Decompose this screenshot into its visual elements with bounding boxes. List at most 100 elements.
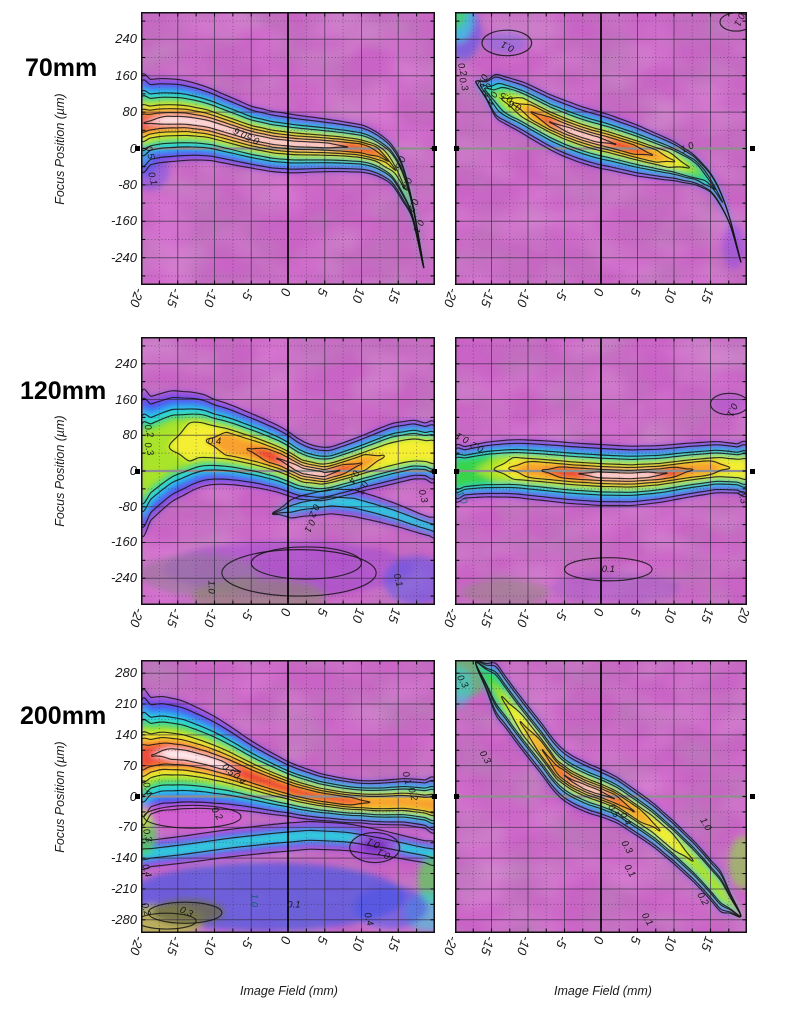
x-tick-label: -15 (477, 934, 498, 957)
zero-line-marker (454, 146, 459, 151)
x-tick-label: -20 (126, 286, 147, 309)
x-tick-label: 0 (590, 934, 607, 946)
x-tick-label: -10 (513, 286, 534, 309)
x-tick-label: 0 (277, 606, 294, 618)
y-tick-label: 160 (115, 67, 137, 83)
contour-level-label: 0.3 (178, 904, 195, 920)
x-tick-label: -20 (440, 934, 461, 957)
x-tick-label: -20 (126, 606, 147, 629)
y-tick-label: -80 (118, 498, 137, 514)
x-tick-label: -15 (163, 286, 184, 309)
contour-level-label: 0.2 (474, 72, 490, 89)
contour-level-label: 0.2 (405, 786, 419, 802)
contour-level-label: 1.0 (206, 580, 217, 594)
y-tick-label: 70 (122, 757, 137, 773)
x-tick-label: 5 (314, 286, 331, 298)
contour-level-label: 0.1 (724, 401, 740, 418)
contour-level-label: 0.3 (735, 489, 747, 505)
contour-level-label: 0.1 (391, 572, 405, 588)
x-tick-label: -5 (552, 606, 571, 622)
y-tick-label: 240 (115, 355, 137, 371)
y-tick-label: -280 (110, 911, 137, 927)
x-tick-label: -10 (200, 286, 221, 309)
y-axis-title: Focus Position (µm) (53, 415, 67, 527)
contour-level-label: 0.1 (287, 900, 300, 911)
contour-level-label: 0.2 (468, 438, 485, 454)
y-tick-label: 210 (115, 696, 137, 712)
contour-plot-200mm-right: 0.30.30.50.4 1.00.30.10.20.1 (455, 660, 747, 933)
x-tick-label-partial: 20 (734, 606, 753, 625)
contour-level-label: 0.2 (141, 902, 153, 918)
x-tick-label: -5 (552, 286, 571, 302)
contour-level-label: 0.3 (141, 828, 154, 844)
x-tick-label: -5 (239, 286, 258, 302)
x-axis-title-right: Image Field (mm) (554, 984, 652, 998)
x-tick-label: 5 (314, 606, 331, 618)
y-tick-label: -240 (110, 249, 137, 265)
x-tick-label: -20 (440, 286, 461, 309)
x-tick-label: -20 (126, 934, 147, 957)
zero-line-marker (134, 794, 140, 799)
x-tick-label: 0 (590, 286, 607, 298)
contour-level-label: 0.1 (302, 517, 318, 534)
zero-line-marker (749, 794, 755, 799)
y-tick-label: 0 (129, 788, 137, 804)
contour-level-label: 0.3 (354, 479, 370, 496)
x-tick-label: -5 (552, 934, 571, 950)
y-tick-label: 0 (129, 463, 137, 478)
y-tick-label: -240 (110, 570, 137, 586)
contour-level-label: 0.1 (145, 171, 159, 187)
x-tick-label: 5 (626, 286, 644, 298)
zero-line-marker (134, 146, 140, 151)
contour-level-label: 0.6 (392, 154, 408, 171)
zero-line-marker (432, 468, 437, 474)
contour-level-label: 0.2 (455, 62, 469, 78)
x-tick-label: 0 (277, 934, 294, 946)
zero-line-marker (454, 794, 459, 799)
row-label-70mm: 70mm (25, 54, 98, 82)
contour-plot-200mm-left: 0.40.50.40.20.30.40.2 0.31.0 0.10.10.20.10… (141, 660, 435, 933)
y-tick-label: 0 (129, 140, 137, 156)
x-tick-label: 10 (348, 934, 368, 953)
zero-line-marker (432, 794, 437, 799)
contour-level-label: 0.4 (208, 436, 221, 447)
zero-line-marker (749, 468, 755, 474)
y-tick-label: 80 (122, 427, 137, 443)
x-tick-label: 10 (348, 286, 368, 305)
contour-level-label: 0.5 (142, 145, 156, 161)
contour-level-label: 0.1 (500, 38, 517, 54)
y-tick-label: 160 (115, 391, 137, 407)
x-tick-label: 15 (385, 606, 405, 625)
x-tick-label: -15 (163, 934, 184, 957)
row-label-200mm: 200mm (20, 702, 107, 730)
contour-level-label: 0.3 (478, 81, 494, 98)
x-tick-label: 10 (348, 606, 368, 625)
x-tick-label: 5 (626, 934, 644, 946)
x-tick-label: -10 (200, 606, 221, 629)
contour-level-label: 1.0 (679, 140, 696, 156)
contour-plot-120mm-left: 0.20.3 0.40.40.30.30.20.11.0 0.1 (141, 337, 435, 605)
contour-level-label: 0.4 (141, 781, 154, 797)
contour-plot-120mm-right: 0.10.21.00.10.30.1 (455, 337, 747, 605)
x-tick-label: 15 (697, 934, 717, 953)
y-axis-title: Focus Position (µm) (53, 740, 67, 853)
contour-level-label: 1.0 (455, 489, 470, 506)
contour-level-label: 1.0 (248, 894, 259, 908)
contour-level-label: 0.3 (455, 673, 471, 691)
x-tick-label: -10 (200, 934, 221, 957)
contour-level-label: 0.4 (361, 911, 375, 927)
x-axis-title-left: Image Field (mm) (240, 984, 338, 998)
x-tick-label: 15 (697, 286, 717, 305)
x-tick-label: 10 (661, 286, 680, 305)
contour-level-label: 0.4 (141, 863, 153, 879)
y-tick-label: -160 (110, 213, 137, 229)
x-tick-label: 5 (314, 934, 331, 946)
contour-level-label: 0.1 (731, 12, 747, 28)
zero-line-marker (749, 146, 755, 151)
contour-level-label: 0.4 (484, 89, 500, 106)
contour-level-label: 0.1 (399, 770, 413, 786)
contour-level-label: 0.4 (346, 468, 362, 485)
zero-line-marker (134, 468, 140, 474)
x-tick-label: 0 (590, 606, 607, 618)
